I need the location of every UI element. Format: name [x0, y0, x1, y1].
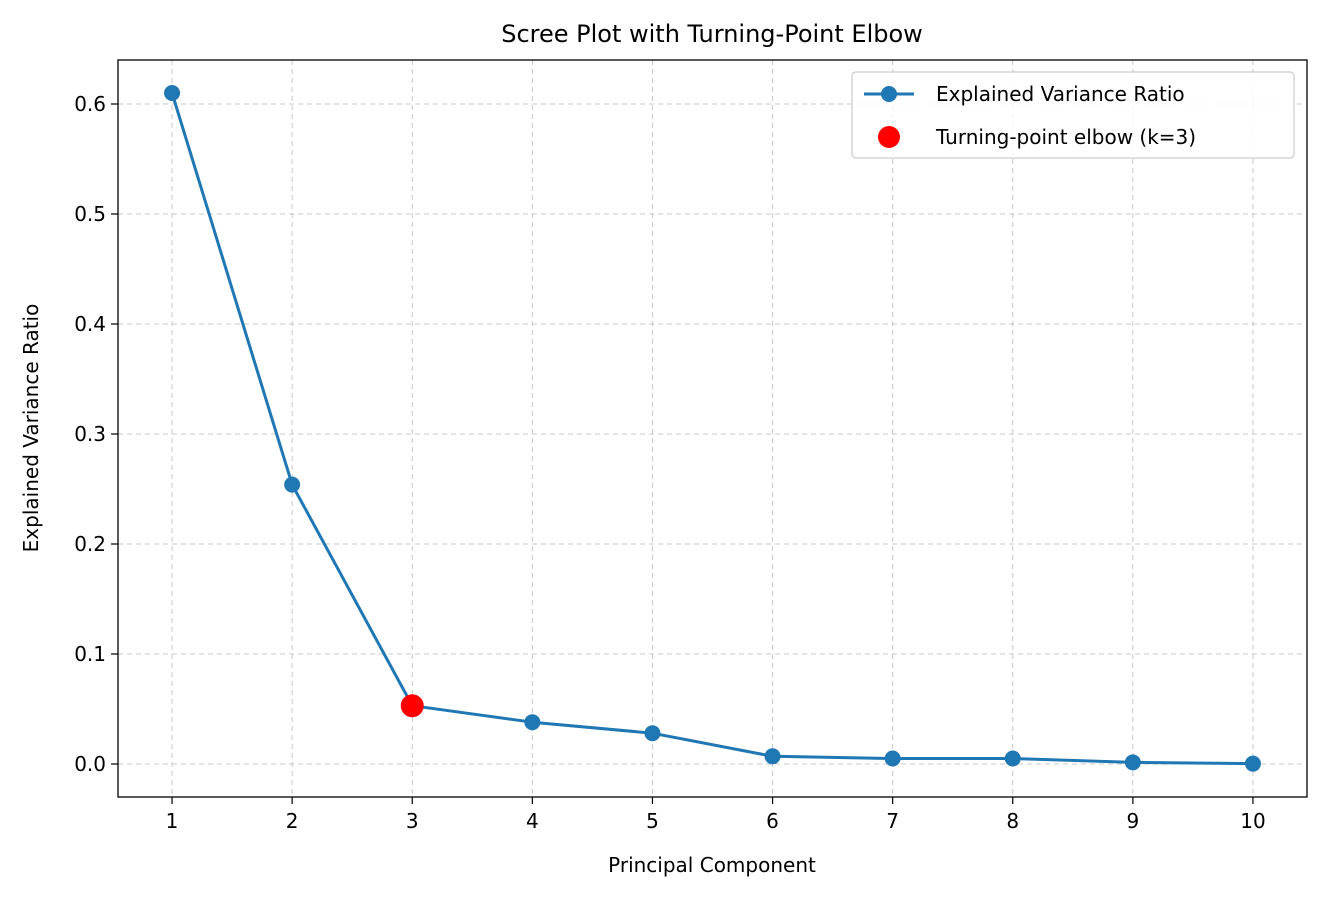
x-tick-label: 5	[646, 809, 659, 833]
legend-box	[851, 71, 1295, 159]
grid-lines	[118, 60, 1307, 797]
x-axis-label: Principal Component	[608, 853, 816, 877]
y-tick-label: 0.4	[74, 312, 106, 336]
x-tick-label: 1	[166, 809, 179, 833]
x-tick-label: 10	[1240, 809, 1265, 833]
data-point-marker	[284, 476, 301, 493]
data-point-marker	[164, 85, 181, 101]
x-tick-label: 7	[886, 809, 899, 833]
y-tick-label: 0.1	[74, 642, 106, 666]
data-point-marker	[644, 725, 661, 742]
legend: Explained Variance Ratio Turning-point e…	[851, 71, 1295, 159]
legend-elbow-label: Turning-point elbow (k=3)	[935, 125, 1196, 149]
y-tick-label: 0.6	[74, 92, 106, 116]
chart-title: Scree Plot with Turning-Point Elbow	[501, 20, 923, 48]
plot-frame	[117, 59, 1308, 798]
data-point-marker	[1244, 755, 1261, 772]
x-tick-label: 9	[1126, 809, 1139, 833]
data-point-marker	[884, 750, 901, 767]
series-layer	[164, 85, 1261, 772]
y-axis-ticks: 0.0 0.1 0.2 0.3 0.4 0.5 0.6	[74, 92, 118, 776]
x-tick-label: 2	[286, 809, 299, 833]
y-tick-label: 0.5	[74, 202, 106, 226]
legend-series-label: Explained Variance Ratio	[936, 82, 1185, 106]
elbow-point-marker	[400, 694, 424, 718]
y-tick-label: 0.3	[74, 422, 106, 446]
series-line	[170, 92, 1253, 766]
x-tick-label: 6	[766, 809, 779, 833]
legend-series-marker	[881, 86, 897, 102]
x-tick-label: 8	[1006, 809, 1019, 833]
data-point-marker	[1004, 750, 1021, 767]
data-point-marker	[1124, 754, 1141, 771]
data-point-marker	[524, 714, 541, 731]
y-tick-label: 0.2	[74, 532, 106, 556]
x-tick-label: 4	[526, 809, 539, 833]
y-axis-label: Explained Variance Ratio	[19, 304, 43, 553]
data-point-marker	[764, 748, 781, 765]
x-tick-label: 3	[406, 809, 419, 833]
y-tick-label: 0.0	[74, 752, 106, 776]
x-axis-ticks: 1 2 3 4 5 6 7 8 9 10	[166, 797, 1266, 833]
legend-elbow-marker	[878, 126, 900, 148]
